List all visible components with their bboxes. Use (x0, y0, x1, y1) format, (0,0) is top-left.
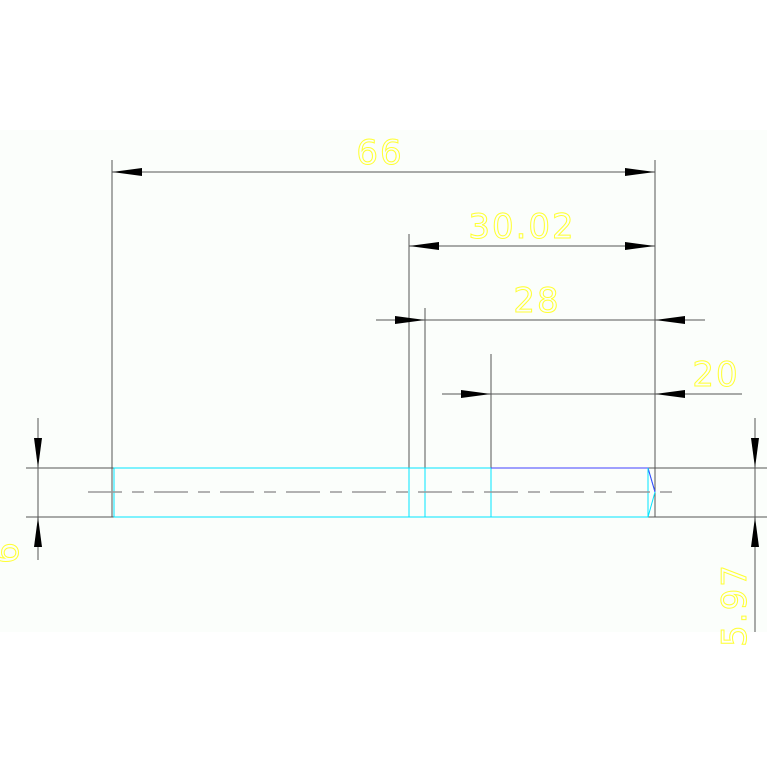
dim-20-label: 20 (692, 355, 739, 395)
drawing-area (0, 130, 767, 632)
dimension-lines (34, 168, 759, 632)
dim-66-label: 66 (356, 133, 403, 173)
dim-30-label: 30.02 (468, 207, 575, 247)
dim-597-label: 5.97 (715, 563, 755, 647)
dim-28-label: 28 (513, 281, 560, 321)
dim-6-label: 6 (0, 540, 27, 564)
